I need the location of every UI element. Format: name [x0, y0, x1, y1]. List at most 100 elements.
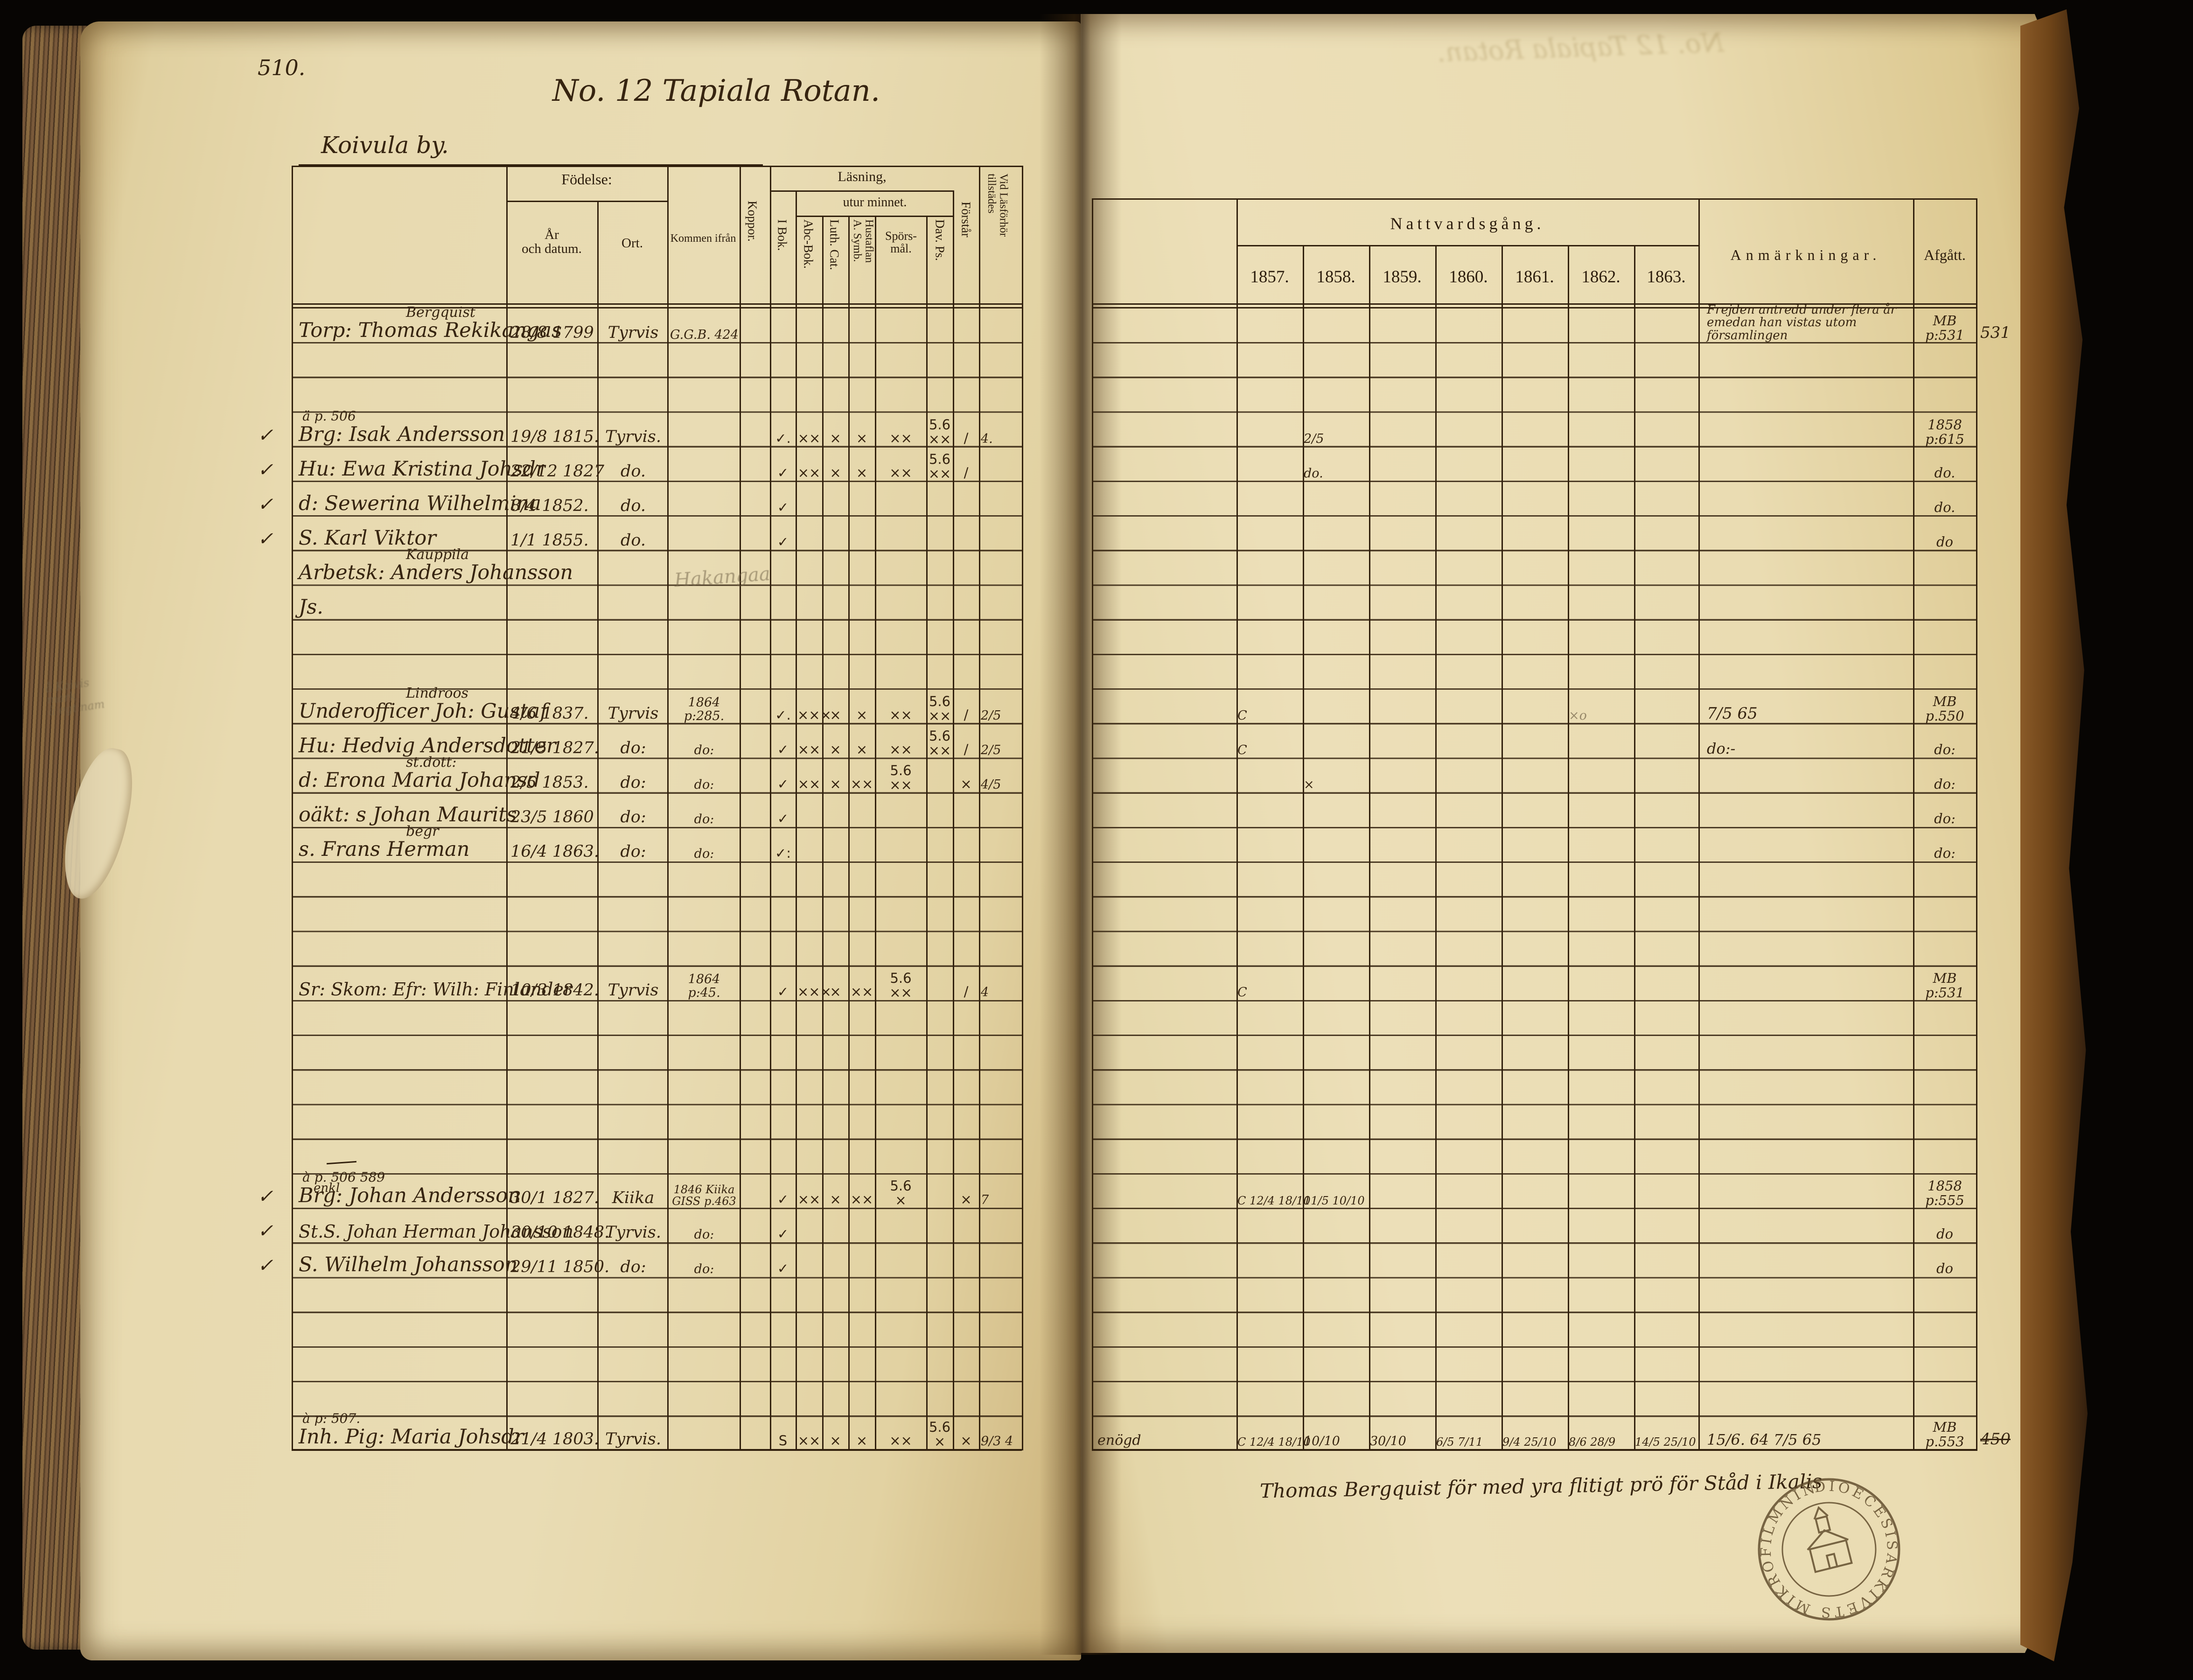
- communion-1857: C: [1237, 985, 1247, 1000]
- anmarkning-cell: 15/6. 64 7/5 65: [1707, 1431, 1822, 1449]
- afgatt-cell: do:: [1934, 742, 1956, 757]
- hustaflan-mark: ××: [850, 1191, 873, 1207]
- abc-mark: ××: [797, 1433, 821, 1449]
- ibok-mark: ✓: [777, 742, 789, 757]
- ort-cell: do:: [620, 1258, 646, 1276]
- table-row: st.dott: d: Erona Maria Johansd 2/5 1853…: [0, 754, 2193, 794]
- abc-mark: ××: [797, 465, 821, 481]
- vid-mark: 2/5: [981, 743, 1001, 757]
- name-cell: Sr: Skom: Efr: Wilh: Finlander: [299, 979, 573, 1000]
- name-cell: d: Erona Maria Johansd: [299, 769, 540, 792]
- forstar-mark: ×: [960, 1191, 972, 1207]
- table-row: Kauppila Arbetsk: Anders Johansson Hakan…: [0, 546, 2193, 591]
- header-ort: Ort.: [622, 236, 643, 251]
- kommen-cell: do:: [694, 847, 714, 861]
- birth-cell: 23/5 1860: [510, 808, 594, 826]
- vid-mark: 2/5: [981, 708, 1001, 723]
- kommen-cell: 1846 Kiika GISS p.463: [672, 1183, 736, 1208]
- birth-cell: 10/3 1842.: [510, 981, 599, 1000]
- abc-mark: ××: [797, 742, 821, 757]
- birth-cell: 2/5 1853.: [510, 773, 589, 792]
- luth-mark: ×: [830, 465, 841, 481]
- luth-mark: ×: [830, 707, 841, 723]
- surname-above: Lindroos: [406, 685, 468, 701]
- afgatt-cell: do: [1936, 1260, 1954, 1276]
- ibok-mark: ✓: [777, 984, 789, 1000]
- name-cell: S. Wilhelm Johansson: [299, 1253, 518, 1276]
- ort-cell: Kiika: [612, 1189, 655, 1207]
- header-year-1862: 1862.: [1581, 267, 1620, 287]
- forstar-mark: ×: [960, 1433, 972, 1449]
- birth-cell: 1/1 1855.: [510, 531, 589, 550]
- kommen-cell: G.G.B. 424: [670, 328, 739, 342]
- communion-1858: ×: [1304, 777, 1314, 792]
- luth-mark: ×: [830, 776, 841, 792]
- name-cell: Js.: [299, 595, 323, 619]
- forstar-mark: /: [964, 742, 969, 757]
- table-row: ✓ S. Karl Viktor 1/1 1855. do. ✓ do: [0, 521, 2193, 552]
- vid-mark: 9/3 4: [981, 1434, 1013, 1449]
- ort-cell: Tyrvis: [608, 323, 659, 342]
- table-row: begr s. Frans Herman 16/4 1863. do: do: …: [0, 823, 2193, 863]
- vid-mark: 7: [981, 1193, 989, 1207]
- hustaflan-mark: ××: [850, 984, 873, 1000]
- communion-1863: 14/5 25/10: [1635, 1435, 1696, 1449]
- ibok-mark: ✓.: [775, 707, 791, 723]
- birth-cell: 28/8 1799: [510, 323, 594, 342]
- table-row: à p: 507. Inh. Pig: Maria Johsdr 21/4 18…: [0, 1411, 2193, 1450]
- surname-above: Kauppila: [406, 546, 469, 563]
- header-lasning: Läsning,: [838, 169, 887, 184]
- hustaflan-mark: ×: [856, 742, 868, 757]
- header-vid-lasforhor: Vid Läsförhör tillstädes: [985, 174, 1010, 237]
- afgatt-cell: MB p:531: [1925, 313, 1964, 343]
- status-above: enkl: [314, 1181, 340, 1195]
- header-forstar: Förstår: [959, 202, 973, 238]
- davps-mark: 5.6 ××: [928, 693, 951, 724]
- header-year-1863: 1863.: [1647, 267, 1686, 287]
- anmarkning-cell: 7/5 65: [1707, 704, 1758, 723]
- ort-cell: do.: [621, 497, 646, 515]
- birth-cell: 30/10 1848.: [510, 1223, 610, 1242]
- anmarkning-cell: do:-: [1707, 740, 1736, 757]
- ibok-mark: ✓.: [775, 430, 791, 446]
- table-row: Lindroos Underofficer Joh: Gustaf 4/6 18…: [0, 685, 2193, 725]
- header-kommen-ifran: Kommen ifrån: [670, 232, 736, 245]
- ibok-mark: ✓: [777, 465, 789, 481]
- header-year-1859: 1859.: [1383, 267, 1422, 287]
- page-ref-above: à p. 506 589: [302, 1169, 385, 1185]
- page-ref-above: à p: 507.: [302, 1411, 361, 1426]
- sporsmal-mark: ××: [889, 742, 912, 757]
- communion-1858: 2/5: [1304, 432, 1324, 446]
- luth-mark: ×: [830, 984, 841, 1000]
- afgatt-cell: do: [1936, 1226, 1954, 1242]
- relation-above: st.dott:: [406, 754, 457, 770]
- table-row: ✓ d: Sewerina Wilhelmina 8/4 1852. do. ✓…: [0, 486, 2193, 517]
- vid-mark: 4.: [981, 432, 993, 446]
- header-year-1861: 1861.: [1515, 267, 1554, 287]
- ibok-mark: ✓:: [775, 845, 791, 861]
- name-cell: oäkt: s Johan Maurits: [299, 803, 517, 826]
- table-row: Hu: Hedvig Andersdotter 21/5 1827. do: d…: [0, 728, 2193, 759]
- header-fodelse: Födelse:: [561, 171, 612, 188]
- kommen-cell: do:: [694, 812, 714, 826]
- header-afgatt: Afgått.: [1924, 246, 1966, 263]
- luth-mark: ×: [830, 430, 841, 446]
- table-row: ✓ S. Wilhelm Johansson 29/11 1850. do: d…: [0, 1247, 2193, 1278]
- header-year-1860: 1860.: [1449, 267, 1488, 287]
- afgatt-cell: 1858 p:615: [1925, 417, 1964, 447]
- ort-cell: Tyrvis: [608, 981, 659, 1000]
- luth-mark: ×: [830, 1433, 841, 1449]
- ort-cell: Tyrvis.: [605, 1223, 661, 1242]
- kommen-cell: do:: [694, 1227, 714, 1242]
- birth-cell: 8/4 1852.: [510, 497, 589, 515]
- kommen-cell: do:: [694, 1262, 714, 1276]
- ort-cell: Tyrvis.: [605, 427, 661, 446]
- communion-1858: do.: [1304, 466, 1323, 481]
- birth-cell: 30/1 1827.: [510, 1189, 599, 1207]
- village-heading: Koivula by.: [321, 132, 449, 159]
- communion-1859: 30/10: [1370, 1434, 1406, 1449]
- communion-1858: 10/10: [1304, 1434, 1340, 1449]
- name-cell: Underofficer Joh: Gustaf: [299, 700, 548, 723]
- margin-check: ✓: [258, 494, 273, 515]
- margin-check: ✓: [258, 425, 273, 446]
